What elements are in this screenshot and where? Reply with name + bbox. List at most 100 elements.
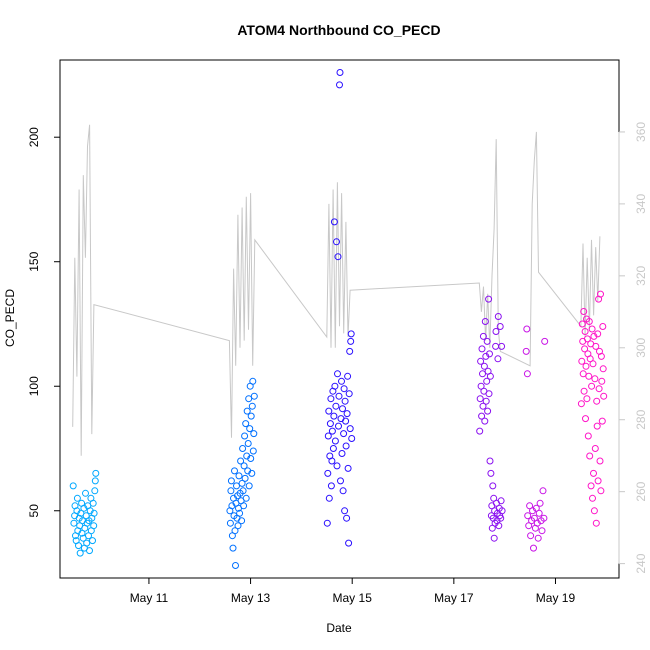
data-point — [342, 442, 350, 450]
data-point — [345, 539, 353, 547]
data-point — [232, 562, 239, 569]
y-axis-label: CO_PECD — [3, 289, 17, 347]
data-point — [234, 522, 242, 530]
data-point — [578, 320, 586, 328]
data-point — [239, 445, 247, 452]
data-point — [347, 337, 355, 345]
right-y-tick-label: 340 — [634, 194, 648, 214]
data-point — [325, 407, 333, 415]
y-tick-label: 50 — [27, 504, 41, 518]
data-point — [486, 457, 494, 465]
data-point — [596, 457, 604, 465]
data-point — [476, 395, 484, 403]
data-point — [241, 432, 249, 440]
data-point — [478, 345, 486, 353]
data-point — [327, 482, 335, 490]
y-tick-label: 200 — [27, 127, 41, 147]
data-point — [226, 519, 234, 527]
data-point — [75, 542, 82, 550]
data-point — [541, 337, 549, 345]
data-point — [344, 464, 352, 472]
data-point — [584, 432, 592, 440]
x-axis-label: Date — [326, 621, 352, 635]
x-tick-label: May 11 — [130, 591, 169, 605]
right-y-axis: 240 260 280 300 320 340 360 — [618, 122, 648, 574]
data-point — [247, 455, 255, 462]
data-point — [590, 469, 597, 477]
line-series-path — [72, 124, 601, 456]
data-point — [597, 352, 605, 360]
data-point — [333, 238, 340, 246]
data-point — [581, 345, 589, 353]
data-point — [581, 328, 589, 335]
data-point — [577, 400, 585, 408]
x-tick-label: May 15 — [333, 591, 373, 605]
right-y-tick-label: 320 — [634, 266, 648, 286]
data-point — [238, 517, 246, 525]
data-point — [323, 519, 331, 527]
data-point — [227, 477, 235, 485]
data-point — [91, 487, 99, 495]
data-point — [335, 422, 342, 430]
data-point — [523, 370, 531, 378]
data-point — [585, 318, 593, 325]
data-point — [334, 370, 341, 378]
data-point — [485, 295, 493, 303]
x-tick-label: May 19 — [536, 591, 576, 605]
data-point — [249, 447, 257, 455]
data-point — [83, 539, 91, 547]
data-point — [479, 370, 486, 378]
data-point — [246, 425, 254, 433]
data-point — [580, 387, 588, 395]
data-point — [335, 392, 343, 400]
data-point — [338, 450, 346, 457]
right-y-tick-label: 360 — [634, 122, 648, 142]
data-point — [348, 435, 356, 442]
data-point — [333, 462, 341, 470]
data-point — [540, 514, 548, 522]
data-point — [599, 365, 607, 373]
data-point — [341, 507, 349, 515]
data-point — [248, 469, 256, 477]
data-point — [86, 547, 93, 555]
data-point — [235, 472, 243, 480]
data-point — [593, 422, 601, 430]
data-point — [492, 342, 500, 350]
data-point — [343, 410, 351, 418]
data-point — [76, 549, 84, 557]
data-point — [338, 377, 345, 385]
data-point — [589, 360, 597, 368]
data-point — [485, 390, 493, 398]
data-point — [89, 499, 97, 507]
data-point — [538, 527, 546, 535]
data-point — [82, 489, 89, 497]
data-point — [329, 445, 337, 452]
data-point — [486, 372, 494, 380]
data-point — [588, 382, 596, 390]
data-point — [483, 337, 491, 345]
data-point — [332, 402, 340, 410]
data-point — [236, 509, 244, 517]
x-tick-label: May 13 — [231, 591, 271, 605]
data-point — [245, 395, 253, 403]
data-point — [231, 527, 239, 535]
data-point — [245, 482, 253, 490]
data-point — [591, 445, 599, 452]
data-point — [244, 440, 252, 447]
right-y-tick-label: 300 — [634, 337, 648, 357]
data-point — [525, 522, 533, 530]
data-point — [330, 218, 338, 226]
data-point — [481, 417, 489, 425]
data-point — [489, 482, 497, 490]
data-point — [345, 390, 353, 398]
data-point — [532, 504, 540, 512]
data-point — [229, 544, 237, 552]
data-point — [582, 362, 590, 370]
data-point — [598, 377, 606, 385]
data-point — [597, 290, 604, 298]
data-point — [328, 457, 336, 465]
right-y-tick-label: 240 — [634, 553, 648, 573]
data-point — [330, 412, 338, 420]
x-axis: May 11 May 13 May 15 May 17 May 19 — [130, 577, 576, 605]
